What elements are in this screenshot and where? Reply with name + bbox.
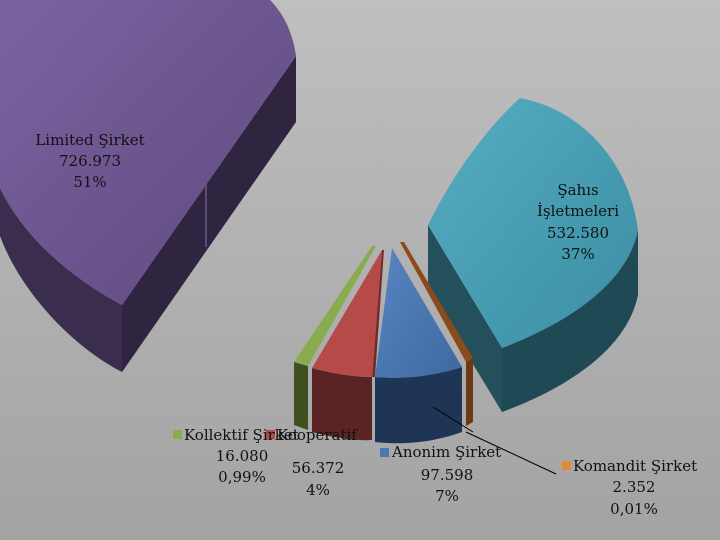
slice-sahis-isletmeleri	[428, 98, 638, 412]
kollektif-sirket-percent: 0,99%	[218, 468, 266, 486]
komandit-sirket-percent: 0,01%	[610, 500, 658, 518]
slice-anonim-sirket	[375, 248, 462, 444]
anonim-sirket-label: Anonim Şirket	[391, 443, 501, 461]
sahis-label-line2: İşletmeleri	[537, 202, 619, 220]
sahis-label-line1: Şahıs	[557, 181, 598, 199]
leader-line-anonim	[432, 406, 474, 433]
limited-sirket-label: Limited Şirket	[35, 131, 144, 149]
komandit-sirket-label: Komandit Şirket	[573, 457, 697, 475]
komandit-sirket-value: 2.352	[613, 478, 656, 496]
kollektif-sirket-label: Kollektif Şirket	[184, 426, 299, 444]
sahis-isletmeleri-percent: 37%	[561, 245, 594, 263]
kollektif-sirket-value: 16.080	[216, 447, 269, 465]
slice-kooperatif	[312, 250, 384, 441]
slice-kollektif-sirket	[294, 246, 376, 430]
kooperatif-label: Kooperatif	[277, 426, 358, 444]
kooperatif-percent: 4%	[306, 481, 330, 499]
slice-komandit-sirket	[400, 242, 473, 426]
kollektif-color-marker	[173, 430, 182, 439]
leader-line-komandit	[465, 431, 557, 475]
limited-sirket-value: 726.973	[59, 152, 121, 170]
anonim-sirket-value: 97.598	[421, 466, 474, 484]
anonim-sirket-percent: 7%	[435, 487, 459, 505]
kooperatif-color-marker	[266, 430, 275, 439]
komandit-color-marker	[562, 461, 571, 470]
anonim-color-marker	[380, 448, 389, 457]
sahis-isletmeleri-value: 532.580	[547, 224, 609, 242]
kooperatif-value: 56.372	[292, 459, 345, 477]
limited-sirket-percent: 51%	[73, 173, 106, 191]
slice-limited-sirket	[0, 0, 296, 372]
